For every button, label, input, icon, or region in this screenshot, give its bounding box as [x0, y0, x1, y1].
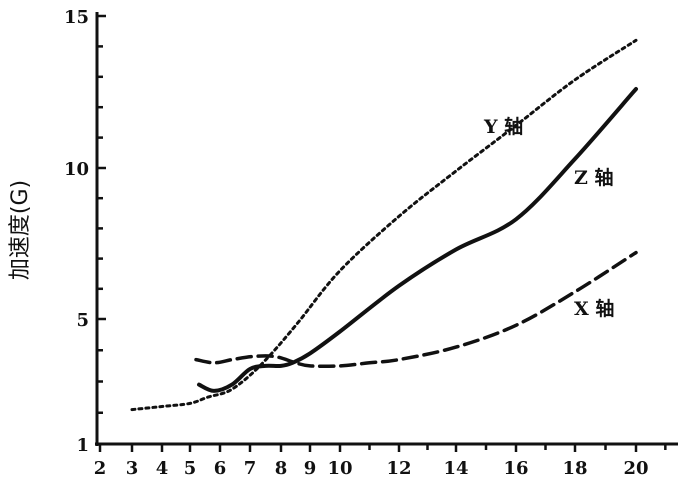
x-tick-label: 20 — [623, 458, 648, 479]
x-tick-label: 6 — [214, 458, 227, 479]
x-tick-label: 2 — [94, 458, 107, 479]
y-axis-title: 加速度(G) — [8, 180, 33, 280]
x-tick-label: 12 — [386, 458, 411, 479]
series-label-2: X 轴 — [574, 297, 614, 320]
x-tick-label: 14 — [443, 458, 468, 479]
series-labels: Y 轴 Z 轴 X 轴 — [483, 115, 614, 320]
series-line-1 — [197, 87, 638, 393]
y-tick-label: 15 — [64, 7, 89, 28]
x-tick-label: 18 — [562, 458, 587, 479]
series-lines — [130, 38, 638, 412]
y-tick-label: 5 — [76, 310, 89, 331]
x-tick-label: 3 — [126, 458, 139, 479]
series-line-0 — [130, 38, 638, 412]
series-line-2 — [194, 250, 638, 369]
y-tick-label: 10 — [64, 159, 89, 180]
series-label-1: Z 轴 — [574, 166, 614, 189]
axes — [95, 12, 678, 446]
x-ticks: 2 3 4 5 6 7 8 9 10 12 14 16 18 20 — [94, 444, 667, 479]
y-axis-label: 加速度(G) — [8, 180, 33, 280]
x-tick-label: 4 — [156, 458, 169, 479]
x-tick-label: 8 — [275, 458, 288, 479]
x-tick-label: 7 — [244, 458, 257, 479]
x-tick-label: 16 — [503, 458, 528, 479]
x-tick-label: 9 — [304, 458, 317, 479]
x-tick-label: 10 — [327, 458, 352, 479]
x-tick-label: 5 — [184, 458, 197, 479]
series-label-0: Y 轴 — [483, 115, 523, 138]
y-tick-label: 1 — [76, 435, 89, 456]
